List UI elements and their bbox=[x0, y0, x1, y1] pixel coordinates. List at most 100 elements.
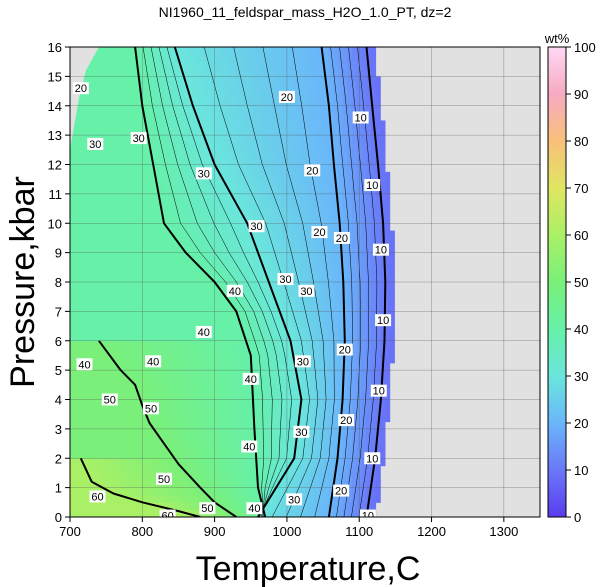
field-cell bbox=[145, 47, 151, 55]
field-cell bbox=[333, 127, 339, 136]
field-cell bbox=[352, 487, 358, 496]
field-cell bbox=[234, 326, 240, 334]
field-cell bbox=[290, 458, 297, 467]
field-cell bbox=[79, 171, 85, 180]
field-cell bbox=[173, 142, 179, 151]
field-cell bbox=[70, 274, 76, 283]
field-cell bbox=[352, 259, 358, 268]
field-cell bbox=[107, 179, 113, 188]
field-cell bbox=[74, 311, 80, 320]
field-cell bbox=[262, 377, 268, 386]
field-cell bbox=[121, 377, 127, 386]
field-cell bbox=[347, 355, 353, 364]
field-cell bbox=[192, 237, 198, 246]
field-cell bbox=[262, 421, 268, 430]
contour-label: 20 bbox=[333, 484, 350, 498]
field-cell bbox=[370, 296, 377, 305]
field-cell bbox=[112, 304, 118, 312]
field-cell bbox=[107, 223, 113, 232]
field-cell bbox=[347, 215, 353, 224]
field-cell bbox=[70, 509, 76, 517]
field-cell bbox=[215, 414, 221, 423]
field-cell bbox=[135, 193, 142, 202]
field-cell bbox=[79, 487, 85, 496]
field-cell bbox=[121, 105, 127, 114]
field-cell bbox=[290, 171, 297, 180]
field-cell bbox=[145, 157, 151, 166]
field-cell bbox=[333, 458, 339, 467]
field-cell bbox=[262, 458, 268, 467]
field-cell bbox=[295, 149, 301, 158]
field-cell bbox=[295, 120, 301, 129]
field-cell bbox=[333, 384, 339, 393]
field-cell bbox=[319, 384, 325, 393]
field-cell bbox=[384, 267, 391, 276]
field-cell bbox=[192, 289, 198, 298]
field-cell bbox=[300, 472, 306, 481]
field-cell bbox=[131, 465, 137, 474]
field-cell bbox=[375, 274, 381, 283]
field-cell bbox=[328, 450, 334, 459]
field-cell bbox=[192, 201, 198, 210]
field-cell bbox=[248, 259, 254, 268]
field-cell bbox=[262, 296, 268, 305]
field-cell bbox=[239, 465, 245, 474]
contour-label: 50 bbox=[156, 472, 172, 486]
field-cell bbox=[164, 47, 170, 55]
field-cell bbox=[182, 69, 189, 77]
field-cell bbox=[140, 76, 146, 85]
field-cell bbox=[173, 296, 179, 305]
field-cell bbox=[281, 282, 287, 290]
field-cell bbox=[178, 502, 184, 511]
field-cell bbox=[370, 304, 377, 312]
field-cell bbox=[206, 465, 212, 474]
svg-text:10: 10 bbox=[362, 511, 374, 523]
field-cell bbox=[93, 465, 99, 474]
field-cell bbox=[201, 377, 207, 386]
field-cell bbox=[342, 392, 348, 401]
field-cell bbox=[314, 377, 320, 386]
field-cell bbox=[102, 186, 109, 195]
field-cell bbox=[173, 340, 179, 349]
field-cell bbox=[220, 186, 226, 195]
field-cell bbox=[328, 223, 334, 232]
field-cell bbox=[239, 436, 245, 445]
field-cell bbox=[300, 399, 306, 408]
field-cell bbox=[168, 179, 174, 188]
field-cell bbox=[267, 179, 273, 188]
field-cell bbox=[112, 47, 118, 55]
field-cell bbox=[131, 47, 137, 55]
field-cell bbox=[267, 76, 273, 85]
field-cell bbox=[323, 120, 330, 129]
field-cell bbox=[178, 494, 184, 503]
field-cell bbox=[248, 91, 254, 99]
field-cell bbox=[305, 127, 311, 136]
field-cell bbox=[272, 502, 278, 511]
field-cell bbox=[145, 487, 151, 496]
field-cell bbox=[117, 421, 123, 430]
field-cell bbox=[272, 362, 278, 371]
field-cell bbox=[314, 311, 320, 320]
field-cell bbox=[229, 54, 236, 63]
field-cell bbox=[229, 237, 236, 246]
field-cell bbox=[276, 406, 283, 415]
field-cell bbox=[206, 318, 212, 327]
field-cell bbox=[229, 142, 236, 151]
field-cell bbox=[211, 69, 217, 77]
field-cell bbox=[98, 450, 104, 459]
field-cell bbox=[182, 215, 189, 224]
field-cell bbox=[196, 215, 203, 224]
field-cell bbox=[225, 436, 231, 445]
field-cell bbox=[225, 348, 231, 357]
field-cell bbox=[126, 76, 132, 85]
y-tick-label: 4 bbox=[55, 393, 62, 408]
field-cell bbox=[149, 421, 156, 430]
field-cell bbox=[201, 384, 207, 393]
field-cell bbox=[239, 54, 245, 63]
field-cell bbox=[225, 340, 231, 349]
field-cell bbox=[178, 237, 184, 246]
field-cell bbox=[272, 208, 278, 217]
field-cell bbox=[225, 98, 231, 107]
field-cell bbox=[131, 362, 137, 371]
field-cell bbox=[93, 399, 99, 408]
